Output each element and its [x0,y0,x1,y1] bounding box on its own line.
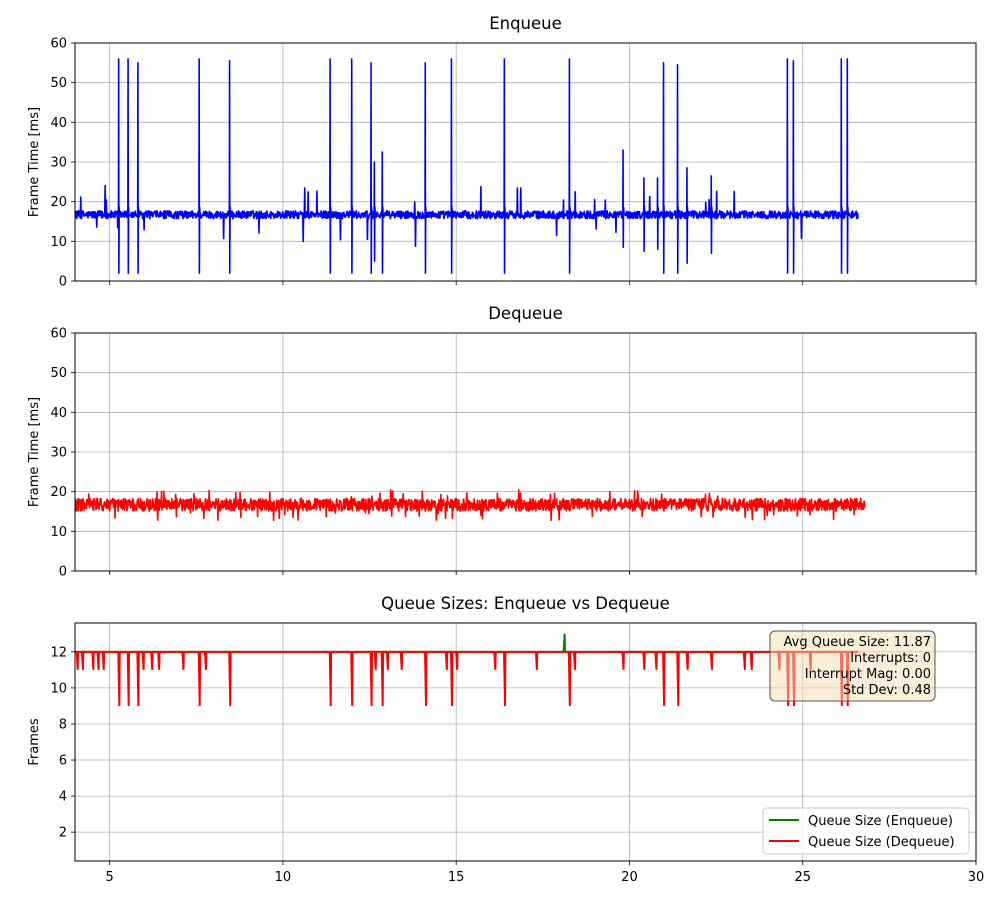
stats-interrupt-mag: Interrupt Mag: 0.00 [805,667,931,682]
legend-box [762,807,970,855]
x-tick-label: 25 [794,870,811,885]
queue-size-dequeue-line [75,650,859,706]
y-tick-label: 0 [59,275,67,290]
y-tick-label: 20 [50,485,67,500]
x-tick-label: 20 [621,870,638,885]
y-tick-label: 40 [50,406,67,421]
enqueue-frame-time-line [75,58,859,274]
x-tick-label: 10 [275,870,292,885]
y-tick-label: 40 [50,116,67,131]
queue-size-y-axis-label: Frames [27,718,42,766]
stats-box: Avg Queue Size: 11.87 Interrupts: 0 Inte… [769,630,936,702]
enqueue-title: Enqueue [489,14,562,33]
y-tick-label: 60 [50,37,67,52]
y-tick-label: 50 [50,76,67,91]
x-tick-label: 15 [448,870,465,885]
queue-size-panel: Queue Sizes: Enqueue vs Dequeue Frames 5… [27,594,984,885]
dequeue-panel: Dequeue Frame Time [ms] 0 10 20 30 40 50 60 [27,304,977,580]
y-tick-label: 10 [50,235,67,250]
legend-label-dequeue: Queue Size (Dequeue) [808,835,955,850]
x-tick-label: 5 [106,870,114,885]
stats-avg-queue-size: Avg Queue Size: 11.87 [784,635,931,650]
y-tick-label: 20 [50,195,67,210]
queue-size-plot-frame [74,622,977,862]
y-tick-label: 30 [50,446,67,461]
y-tick-label: 12 [50,645,67,660]
y-tick-label: 8 [59,717,67,732]
x-tick-label: 30 [968,870,985,885]
y-tick-label: 50 [50,366,67,381]
y-tick-label: 6 [59,754,67,769]
dequeue-y-axis-label: Frame Time [ms] [27,397,42,507]
y-tick-label: 2 [59,826,67,841]
y-tick-label: 10 [50,525,67,540]
y-tick-label: 60 [50,327,67,342]
y-tick-label: 4 [59,790,67,805]
dequeue-plot-frame [74,332,977,572]
y-tick-label: 30 [50,156,67,171]
y-tick-label: 10 [50,681,67,696]
enqueue-plot-frame [74,42,977,282]
legend: Queue Size (Enqueue) Queue Size (Dequeue… [762,807,970,855]
legend-label-enqueue: Queue Size (Enqueue) [808,814,953,829]
dequeue-title: Dequeue [488,304,563,323]
enqueue-y-axis-label: Frame Time [ms] [27,107,42,217]
stats-std-dev: Std Dev: 0.48 [843,683,931,698]
y-tick-label: 0 [59,565,67,580]
enqueue-panel: Enqueue Frame Time [ms] 0 10 20 30 40 50 60 [27,14,977,290]
queue-size-title: Queue Sizes: Enqueue vs Dequeue [381,594,670,613]
stats-interrupts: Interrupts: 0 [850,651,931,666]
stats-box-background [769,630,936,702]
dequeue-frame-time-line [75,489,866,522]
